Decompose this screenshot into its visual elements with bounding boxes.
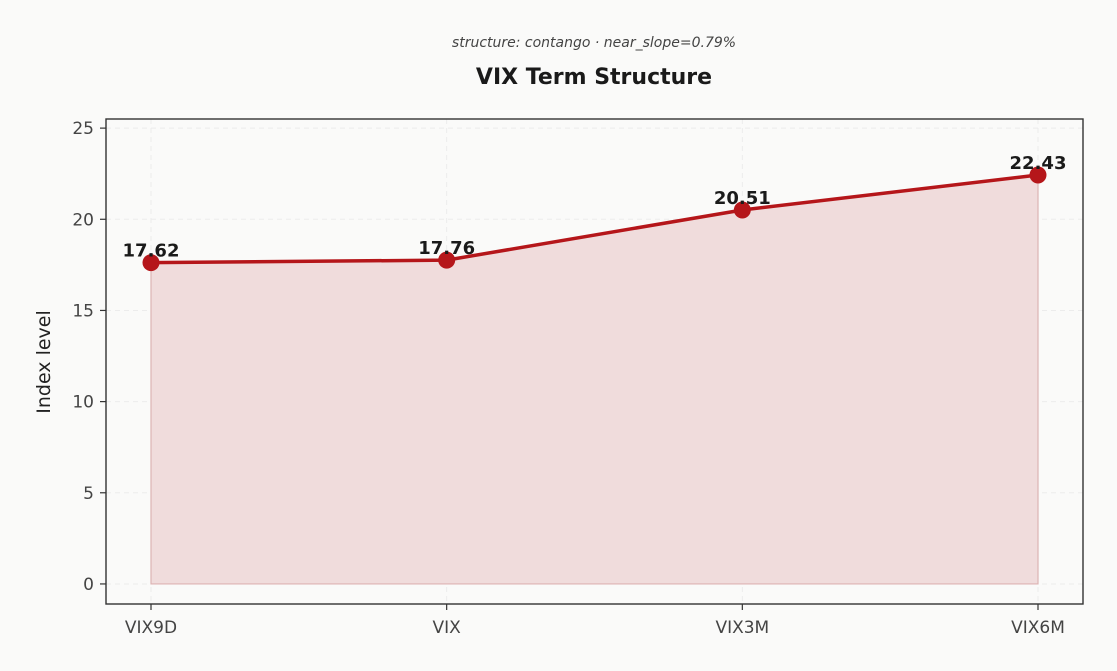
data-label: 17.62: [123, 241, 180, 262]
x-tick-label: VIX6M: [1011, 618, 1065, 638]
y-tick-label: 5: [83, 484, 94, 504]
y-tick-label: 20: [72, 210, 94, 230]
x-tick-label: VIX3M: [715, 618, 769, 638]
plot-frame: [105, 118, 1084, 605]
data-label: 20.51: [714, 188, 771, 209]
marker-layer: [142, 166, 1047, 272]
y-tick-label: 0: [83, 575, 94, 595]
data-point: [733, 201, 751, 219]
tick-layer: 0 5 10 15 20 25 VIX9D VIX VIX3M VIX6M: [72, 119, 1065, 638]
series-line: [149, 173, 1040, 265]
data-label-layer: 17.62 17.76 20.51 22.43: [123, 153, 1067, 262]
data-label: 22.43: [1010, 153, 1067, 174]
y-tick-label: 15: [72, 301, 94, 321]
line-layer: [149, 173, 1040, 265]
y-axis-label: Index level: [33, 310, 55, 414]
x-tick-label: VIX: [433, 618, 462, 638]
data-point: [142, 254, 160, 272]
chart-title: VIX Term Structure: [476, 65, 712, 90]
y-tick-label: 10: [72, 393, 94, 413]
y-tick-label: 25: [72, 119, 94, 139]
data-label: 17.76: [418, 238, 475, 259]
chart-subtitle: structure: contango · near_slope=0.79%: [452, 35, 736, 51]
data-point: [438, 251, 456, 269]
x-tick-label: VIX9D: [125, 618, 177, 638]
data-point: [1029, 166, 1047, 184]
